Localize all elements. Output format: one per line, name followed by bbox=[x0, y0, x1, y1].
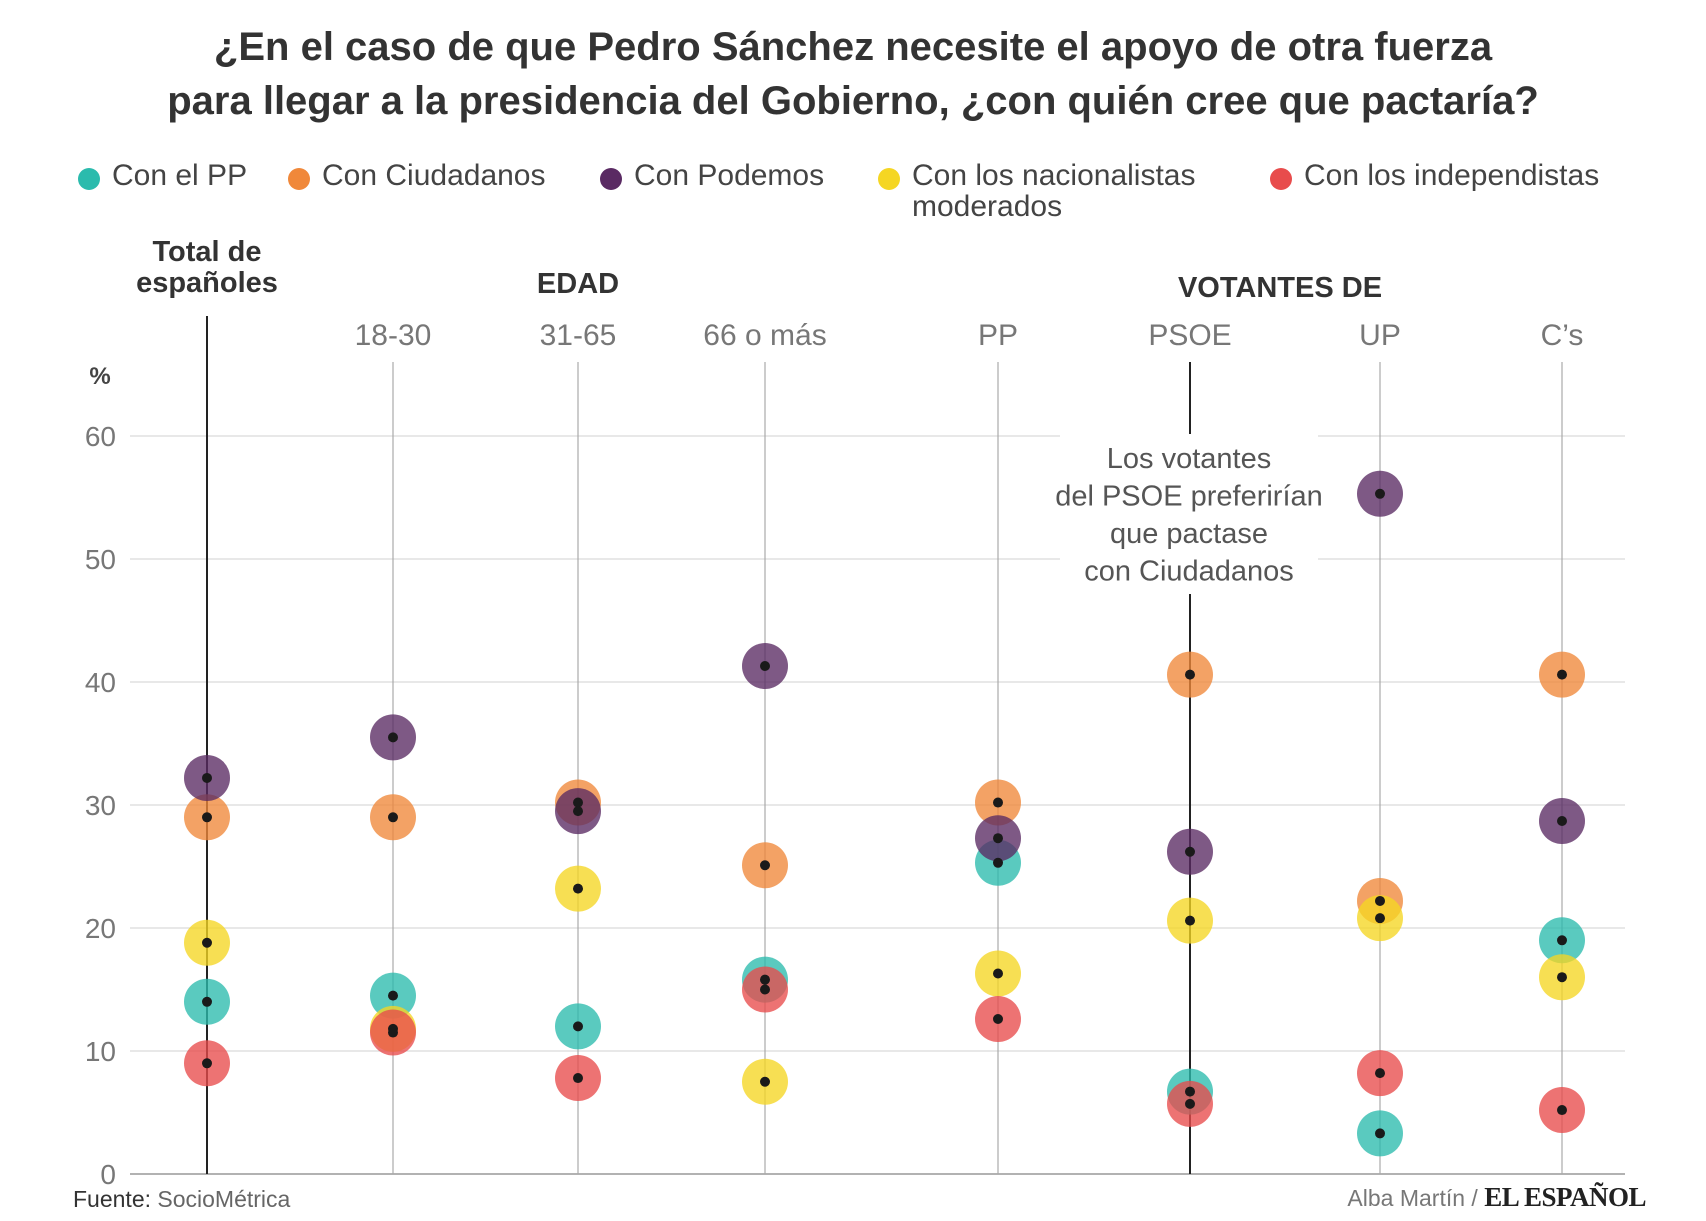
point-center-independistas-2 bbox=[573, 1073, 583, 1084]
point-center-nacionalistas-5 bbox=[1185, 915, 1195, 926]
legend-dot-independistas bbox=[1270, 168, 1292, 190]
annotation-box bbox=[1060, 434, 1318, 594]
annotation-line-3: con Ciudadanos bbox=[1084, 556, 1294, 588]
group-header-votantes: VOTANTES DE bbox=[1178, 272, 1382, 304]
legend-label-ciudadanos: Con Ciudadanos bbox=[322, 159, 546, 192]
legend-dot-pp bbox=[78, 168, 100, 190]
legend-item-podemos: Con Podemos bbox=[600, 160, 994, 191]
y-tick-label-20: 20 bbox=[85, 913, 116, 944]
point-center-podemos-7 bbox=[1557, 815, 1567, 826]
point-center-nacionalistas-6 bbox=[1375, 913, 1385, 924]
chart-title-line1: ¿En el caso de que Pedro Sánchez necesit… bbox=[213, 25, 1493, 69]
point-center-ciudadanos-0 bbox=[202, 812, 212, 823]
point-center-ciudadanos-4 bbox=[993, 797, 1003, 808]
author-credit: Alba Martín / bbox=[1347, 1185, 1478, 1211]
y-tick-label-10: 10 bbox=[85, 1036, 116, 1067]
y-tick-label-30: 30 bbox=[85, 790, 116, 821]
legend-dot-ciudadanos bbox=[288, 168, 310, 190]
point-center-independistas-4 bbox=[993, 1014, 1003, 1025]
point-center-podemos-3 bbox=[760, 661, 770, 672]
x-tick-label-7: C’s bbox=[1541, 319, 1584, 352]
x-tick-label-4: PP bbox=[978, 319, 1018, 352]
point-center-independistas-0 bbox=[202, 1058, 212, 1069]
footer-source: Fuente: SocioMétrica bbox=[73, 1186, 290, 1213]
legend-label-pp: Con el PP bbox=[112, 159, 248, 192]
point-center-independistas-6 bbox=[1375, 1068, 1385, 1079]
source-name: SocioMétrica bbox=[157, 1186, 291, 1212]
point-center-pp-2 bbox=[573, 1021, 583, 1032]
legend-item-nacionalistas: Con los nacionalistas moderados bbox=[878, 160, 1242, 222]
chart-title-line2: para llegar a la presidencia del Gobiern… bbox=[167, 79, 1539, 123]
point-center-nacionalistas-0 bbox=[202, 937, 212, 948]
legend-label-podemos: Con Podemos bbox=[634, 159, 825, 192]
x-tick-label-2: 31-65 bbox=[540, 319, 617, 352]
point-center-podemos-5 bbox=[1185, 846, 1195, 857]
point-center-nacionalistas-7 bbox=[1557, 972, 1567, 983]
point-center-ciudadanos-5 bbox=[1185, 669, 1195, 680]
point-center-ciudadanos-7 bbox=[1557, 669, 1567, 680]
point-center-podemos-6 bbox=[1375, 488, 1385, 499]
legend-label-independistas: Con los independistas bbox=[1304, 159, 1600, 192]
group-header-total-line1: Total de bbox=[152, 236, 261, 268]
point-center-independistas-3 bbox=[760, 984, 770, 995]
x-tick-label-5: PSOE bbox=[1148, 319, 1231, 352]
brand-logo: EL ESPAÑOL bbox=[1484, 1182, 1646, 1212]
legend-item-pp: Con el PP bbox=[78, 160, 472, 191]
point-center-pp-1 bbox=[388, 990, 398, 1001]
group-header-total-line2: españoles bbox=[136, 267, 278, 299]
point-center-podemos-2 bbox=[573, 806, 583, 817]
legend-item-independistas: Con los independistas bbox=[1270, 160, 1664, 191]
point-center-ciudadanos-2 bbox=[573, 797, 583, 808]
point-center-independistas-5 bbox=[1185, 1098, 1195, 1109]
group-header-edad: EDAD bbox=[537, 268, 619, 300]
legend-item-ciudadanos: Con Ciudadanos bbox=[288, 160, 682, 191]
y-tick-label-60: 60 bbox=[85, 421, 116, 452]
point-center-independistas-7 bbox=[1557, 1105, 1567, 1116]
legend: Con el PP Con Ciudadanos Con Podemos Con… bbox=[78, 160, 1678, 230]
legend-label-nacionalistas: Con los nacionalistas moderados bbox=[912, 159, 1196, 223]
point-center-podemos-1 bbox=[388, 732, 398, 743]
point-center-independistas-1 bbox=[388, 1027, 398, 1038]
footer-credit: Alba Martín / EL ESPAÑOL bbox=[1347, 1182, 1646, 1213]
point-center-podemos-0 bbox=[202, 772, 212, 783]
point-center-ciudadanos-3 bbox=[760, 860, 770, 871]
x-tick-label-3: 66 o más bbox=[703, 319, 826, 352]
point-center-ciudadanos-6 bbox=[1375, 895, 1385, 906]
annotation-line-1: del PSOE preferirían bbox=[1055, 481, 1323, 513]
y-tick-label-40: 40 bbox=[85, 667, 116, 698]
annotation-line-2: que pactase bbox=[1110, 518, 1268, 550]
point-center-pp-0 bbox=[202, 996, 212, 1007]
legend-dot-nacionalistas bbox=[878, 168, 900, 190]
point-center-nacionalistas-3 bbox=[760, 1076, 770, 1087]
annotation-line-0: Los votantes bbox=[1107, 443, 1271, 475]
point-center-nacionalistas-2 bbox=[573, 883, 583, 894]
point-center-pp-4 bbox=[993, 857, 1003, 868]
point-center-pp-5 bbox=[1185, 1086, 1195, 1097]
source-label: Fuente: bbox=[73, 1186, 151, 1212]
point-center-ciudadanos-1 bbox=[388, 812, 398, 823]
y-unit-label: % bbox=[89, 363, 110, 390]
point-center-pp-3 bbox=[760, 974, 770, 985]
y-tick-label-50: 50 bbox=[85, 544, 116, 575]
point-center-podemos-4 bbox=[993, 833, 1003, 844]
x-tick-label-1: 18-30 bbox=[355, 319, 432, 352]
y-tick-label-0: 0 bbox=[100, 1159, 116, 1190]
chart-title: ¿En el caso de que Pedro Sánchez necesit… bbox=[0, 20, 1706, 128]
legend-dot-podemos bbox=[600, 168, 622, 190]
point-center-nacionalistas-4 bbox=[993, 968, 1003, 979]
point-center-pp-6 bbox=[1375, 1128, 1385, 1139]
x-tick-label-6: UP bbox=[1359, 319, 1401, 352]
point-center-pp-7 bbox=[1557, 935, 1567, 946]
